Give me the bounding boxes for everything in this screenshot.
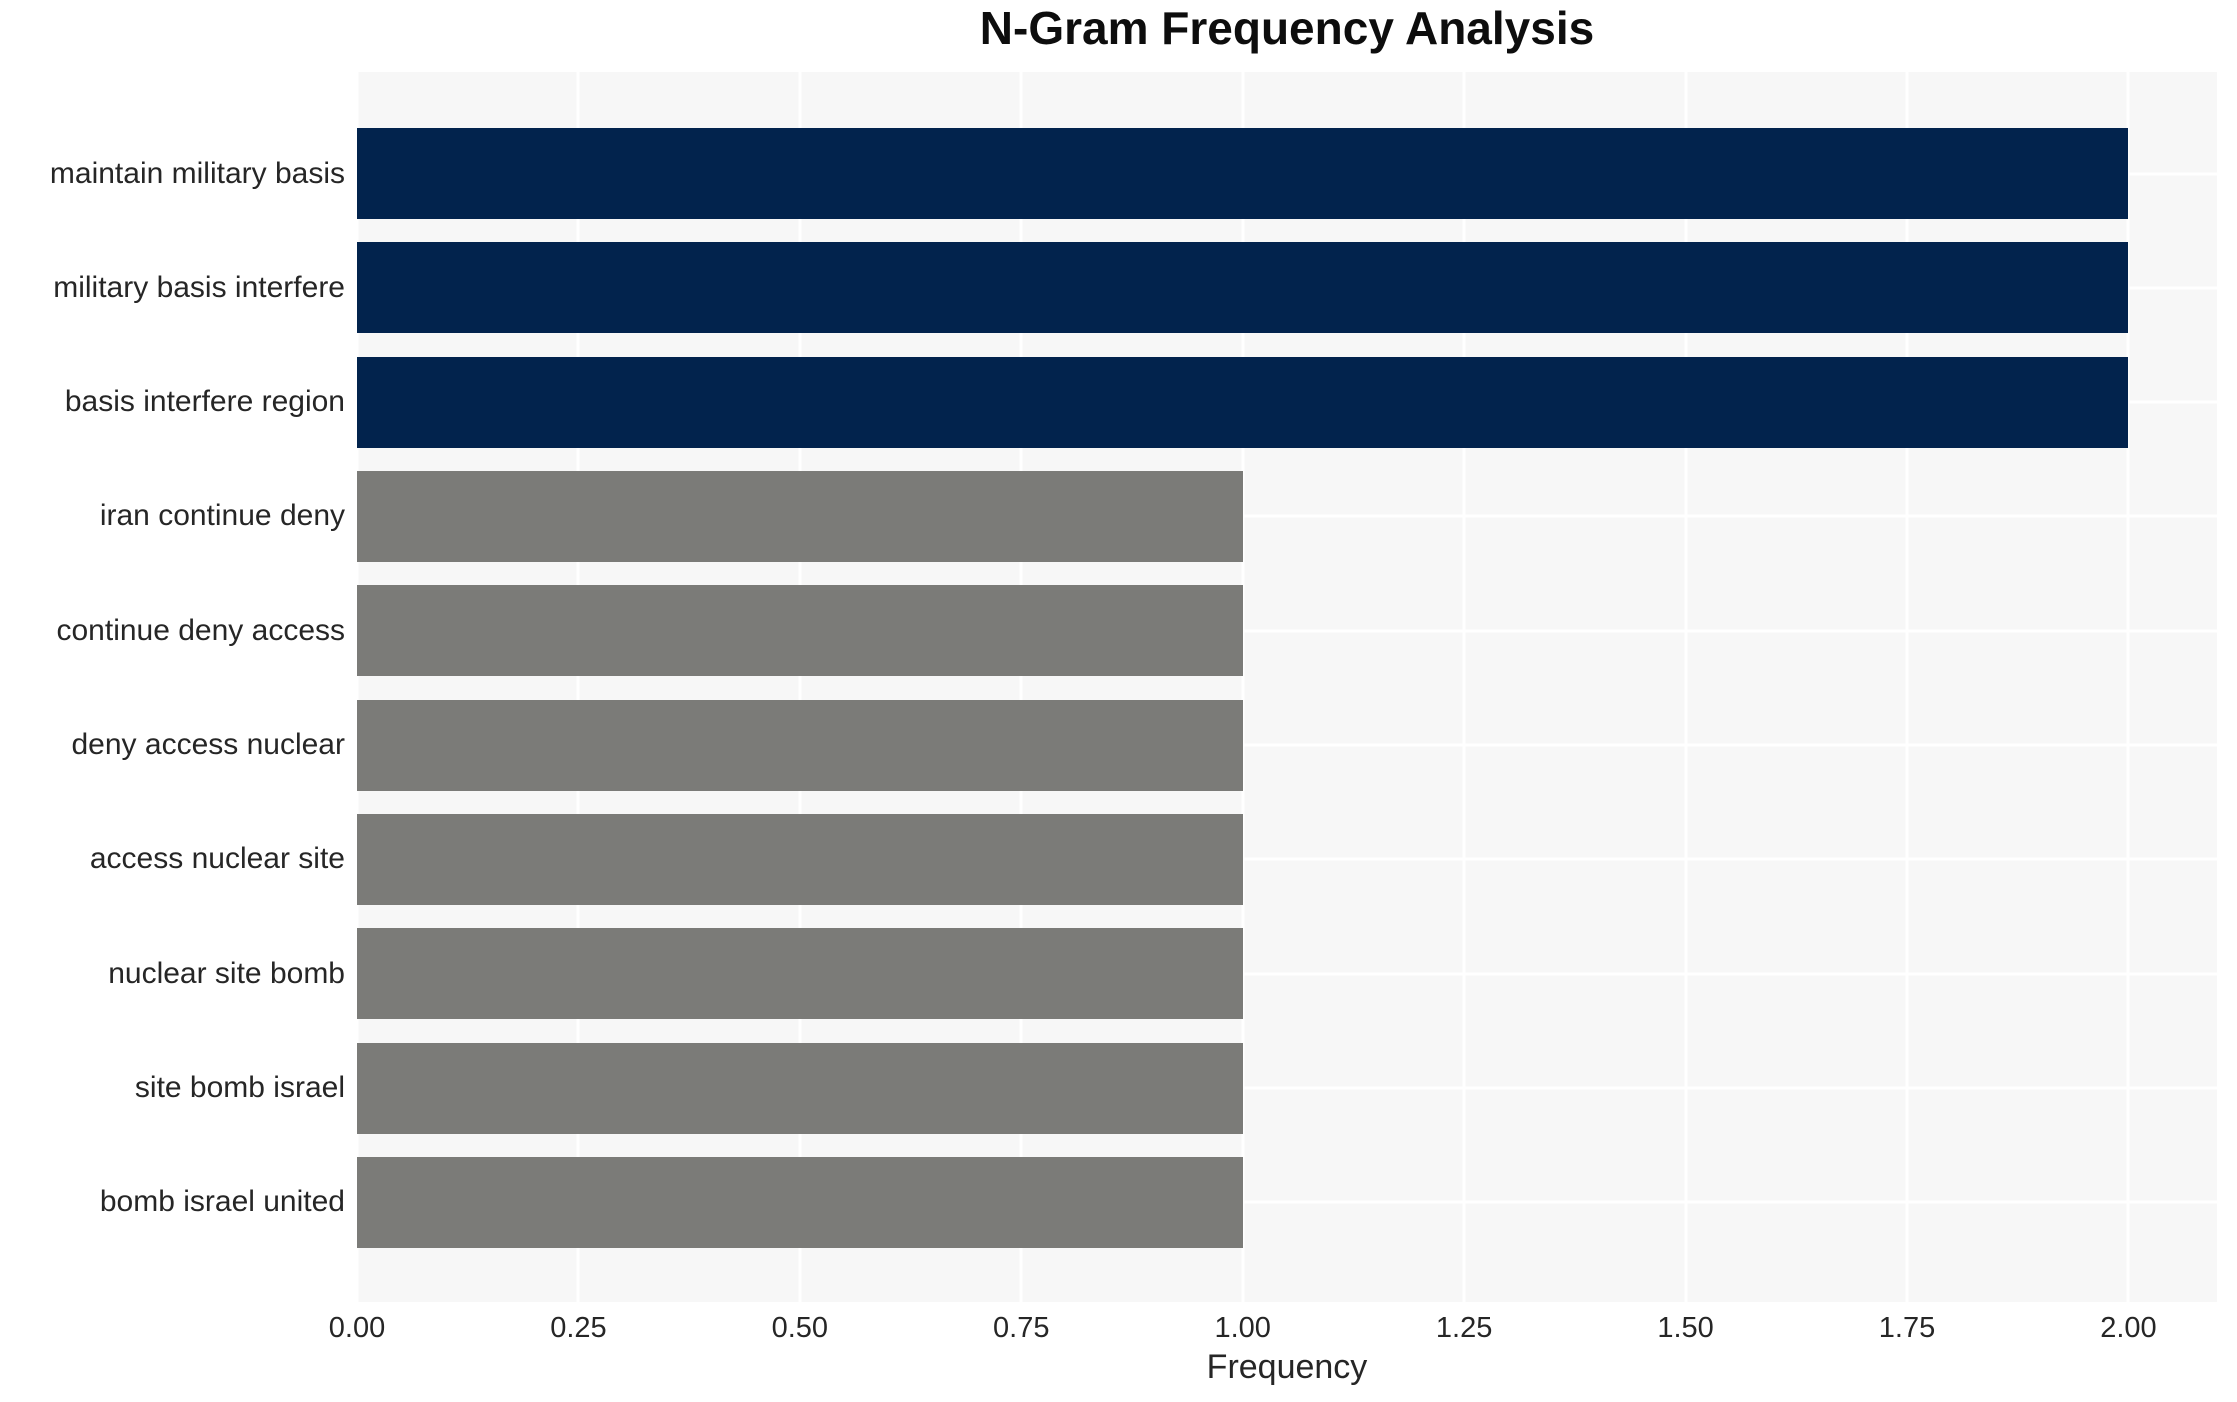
vertical-gridline [1905,72,1909,1302]
horizontal-gridline [357,1200,2217,1204]
x-tick-label: 1.25 [1435,1312,1493,1344]
horizontal-gridline [357,972,2217,976]
vertical-gridline [1241,72,1245,1302]
vertical-gridline [1462,72,1466,1302]
category-label: bomb israel united [99,1185,345,1219]
horizontal-gridline [357,629,2217,633]
chart-title: N-Gram Frequency Analysis [979,2,1595,54]
vertical-gridline [2126,72,2130,1302]
vertical-gridline [1684,72,1688,1302]
x-tick-label: 1.50 [1657,1312,1714,1344]
x-tick-label: 0.50 [771,1312,829,1344]
vertical-gridline [1019,72,1023,1302]
category-label: military basis interfere [53,270,345,304]
vertical-gridline [798,72,802,1302]
vertical-gridline [357,72,359,1302]
horizontal-gridline [357,1086,2217,1090]
x-tick-label: 0.00 [328,1312,386,1344]
category-label: maintain military basis [49,156,345,190]
bar [357,1042,1243,1134]
x-tick-label: 2.00 [2100,1312,2157,1344]
category-label: access nuclear site [89,842,345,876]
x-tick-label: 1.75 [1878,1312,1936,1344]
category-label: continue deny access [56,613,345,647]
category-label: basis interfere region [64,385,345,419]
category-label: site bomb israel [134,1071,345,1105]
x-tick-label: 1.00 [1214,1312,1271,1344]
category-label: deny access nuclear [71,728,346,762]
bar [357,813,1243,905]
category-label: iran continue deny [99,499,345,533]
horizontal-gridline [357,743,2217,747]
bar [357,1156,1243,1248]
x-axis-label: Frequency [1206,1348,1368,1386]
bar [357,356,2129,448]
bar [357,128,2129,219]
bar [357,699,1243,791]
bar [357,585,1243,677]
bar [357,470,1243,562]
x-tick-label: 0.75 [993,1312,1050,1344]
plot-area [357,72,2217,1302]
bar [357,242,2129,334]
horizontal-gridline [357,514,2217,518]
category-label: nuclear site bomb [108,956,345,990]
horizontal-gridline [357,857,2217,861]
x-tick-label: 0.25 [550,1312,607,1344]
vertical-gridline [576,72,580,1302]
bar [357,928,1243,1020]
